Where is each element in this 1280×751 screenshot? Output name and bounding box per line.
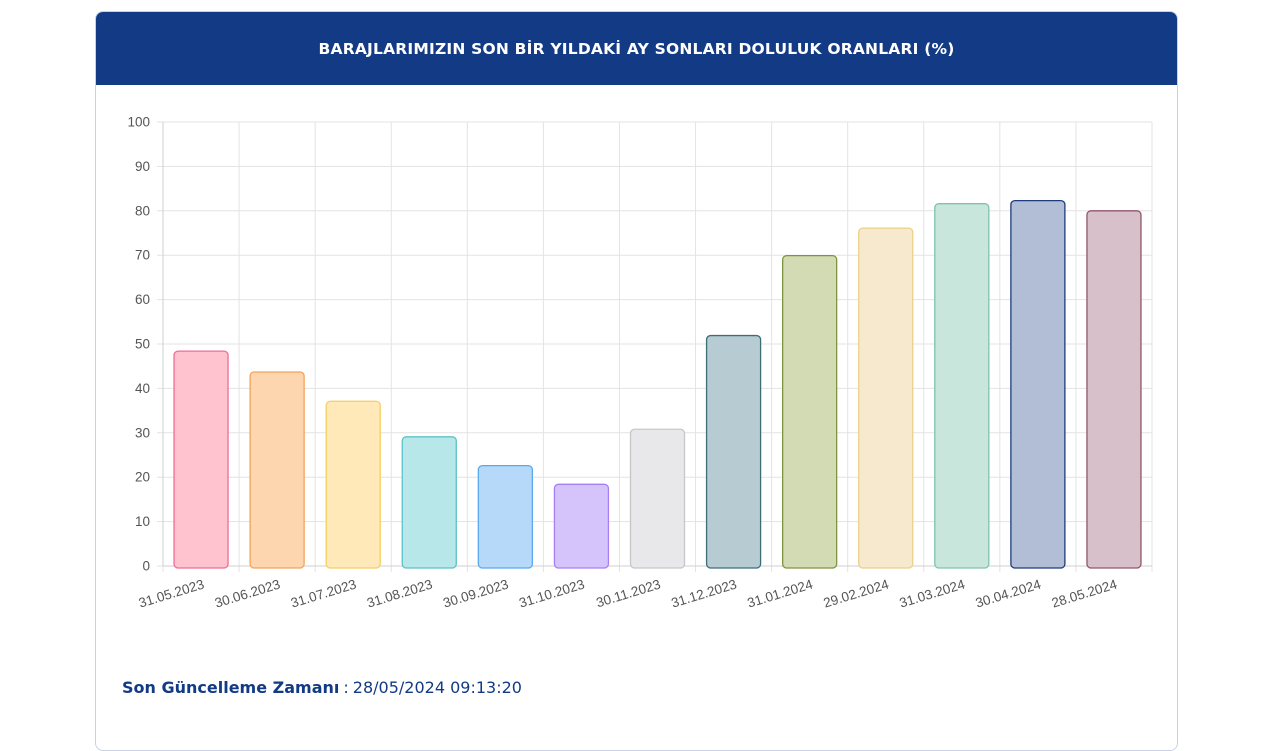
y-tick-label: 100	[127, 115, 150, 130]
bar-chart: 0 10 20 30 40 50 60 70 80 90 100 31.05.2023 30.06.20…	[127, 115, 1153, 611]
chart-card: BARAJLARIMIZIN SON BİR YILDAKİ AY SONLAR…	[95, 11, 1178, 751]
y-tick-label: 20	[135, 470, 150, 485]
y-tick-label: 30	[135, 425, 150, 440]
y-tick-label: 60	[135, 292, 150, 307]
bar	[934, 203, 990, 569]
bar	[1086, 210, 1142, 569]
x-tick-label: 29.02.2024	[822, 576, 891, 610]
chart-title: BARAJLARIMIZIN SON BİR YILDAKİ AY SONLAR…	[318, 39, 955, 58]
bar	[858, 227, 914, 569]
bar	[401, 436, 457, 569]
bar	[553, 483, 610, 569]
bar	[629, 428, 686, 569]
bar	[781, 254, 838, 569]
bar	[1010, 199, 1066, 569]
chart-area: 0 10 20 30 40 50 60 70 80 90 100 31.05.2023 30.06.20…	[96, 85, 1177, 625]
x-tick-label: 28.05.2024	[1050, 576, 1119, 610]
bar	[249, 371, 305, 569]
last-update-line: Son Güncelleme Zamanı:28/05/2024 09:13:2…	[122, 678, 522, 697]
y-tick-label: 50	[135, 337, 150, 352]
x-tick-label: 31.12.2023	[669, 577, 738, 611]
x-tick-label: 30.09.2023	[441, 577, 510, 611]
last-update-separator: :	[343, 678, 349, 697]
y-tick-label: 0	[142, 559, 150, 574]
last-update-label: Son Güncelleme Zamanı	[122, 678, 340, 697]
x-tick-label: 31.07.2023	[289, 577, 358, 611]
y-tick-label: 70	[135, 248, 150, 263]
x-tick-label: 30.06.2023	[213, 577, 282, 611]
last-update-value: 28/05/2024 09:13:20	[352, 678, 522, 697]
x-tick-label: 30.04.2024	[974, 576, 1043, 610]
bar	[477, 465, 534, 569]
y-tick-label: 80	[135, 203, 150, 218]
card-header: BARAJLARIMIZIN SON BİR YILDAKİ AY SONLAR…	[96, 12, 1177, 85]
x-tick-label: 31.08.2023	[365, 577, 434, 611]
y-tick-label: 40	[135, 381, 150, 396]
bar	[173, 350, 229, 569]
y-tick-label: 10	[135, 514, 150, 529]
x-tick-label: 31.05.2023	[137, 577, 206, 611]
x-tick-label: 31.01.2024	[746, 576, 815, 610]
bar	[705, 334, 762, 569]
y-tick-label: 90	[135, 159, 150, 174]
x-tick-label: 30.11.2023	[594, 577, 662, 611]
x-tick-label: 31.03.2024	[898, 576, 967, 610]
bar	[325, 400, 381, 569]
x-tick-label: 31.10.2023	[517, 577, 586, 611]
